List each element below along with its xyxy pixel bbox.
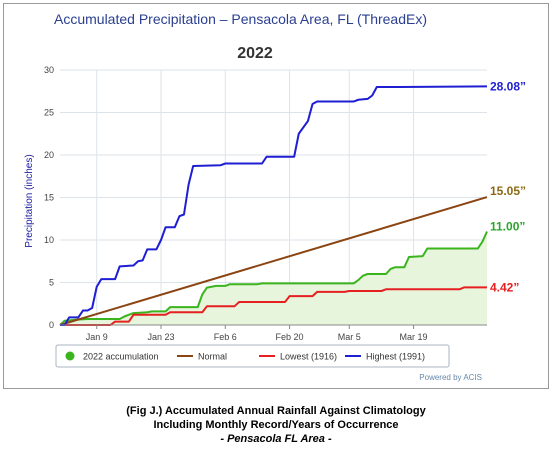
y-axis-label: Precipitation (inches) bbox=[24, 154, 35, 247]
legend: 2022 accumulation Normal Lowest (1916) High… bbox=[55, 344, 450, 368]
end-label-layer: 11.00” 15.05” 4.42” 28.08” bbox=[490, 79, 526, 294]
y-tick-label: 5 bbox=[49, 278, 54, 288]
x-tick-label: Mar 19 bbox=[400, 332, 428, 342]
caption-line-1: (Fig J.) Accumulated Annual Rainfall Aga… bbox=[126, 405, 426, 417]
legend-marker-dot bbox=[65, 351, 75, 361]
series-layer bbox=[59, 85, 488, 326]
x-tick-label: Mar 5 bbox=[338, 332, 361, 342]
powered-by-label: Powered by ACIS bbox=[419, 373, 482, 382]
figure-caption: (Fig J.) Accumulated Annual Rainfall Aga… bbox=[0, 404, 552, 446]
y-tick-label: 10 bbox=[44, 235, 54, 245]
legend-item-2022: 2022 accumulation bbox=[83, 352, 159, 362]
chart-canvas: Accumulated Precipitation – Pensacola Ar… bbox=[24, 11, 526, 382]
x-tick-label: Jan 9 bbox=[86, 332, 108, 342]
caption-line-2: Including Monthly Record/Years of Occurr… bbox=[153, 419, 399, 431]
end-label-2022: 11.00” bbox=[490, 220, 525, 234]
axis-layer: 0 5 10 15 20 25 30 Jan 9 Jan 23 Feb 6 Feb 20 Mar 5 M… bbox=[44, 65, 487, 342]
x-tick-label: Jan 23 bbox=[147, 332, 174, 342]
series-line-lowest bbox=[60, 286, 487, 326]
legend-item-highest: Highest (1991) bbox=[366, 352, 425, 362]
end-label-highest: 28.08” bbox=[490, 79, 526, 93]
series-line-2022 bbox=[59, 231, 488, 326]
y-tick-label: 30 bbox=[44, 65, 54, 75]
y-tick-label: 15 bbox=[44, 193, 54, 203]
chart-title: Accumulated Precipitation – Pensacola Ar… bbox=[54, 11, 427, 27]
series-line-normal bbox=[59, 196, 488, 326]
y-tick-label: 0 bbox=[49, 320, 54, 330]
legend-item-normal: Normal bbox=[198, 352, 227, 362]
x-tick-label: Feb 6 bbox=[214, 332, 237, 342]
legend-item-lowest: Lowest (1916) bbox=[280, 352, 337, 362]
y-tick-label: 25 bbox=[44, 108, 54, 118]
y-tick-label: 20 bbox=[44, 150, 54, 160]
legend-box bbox=[55, 344, 450, 368]
x-tick-label: Feb 20 bbox=[276, 332, 304, 342]
chart-subtitle: 2022 bbox=[237, 45, 273, 62]
caption-line-3: - Pensacola FL Area - bbox=[220, 433, 332, 445]
series-area-2022 bbox=[60, 231, 487, 325]
end-label-lowest: 4.42” bbox=[490, 280, 519, 294]
chart-frame: Accumulated Precipitation – Pensacola Ar… bbox=[3, 3, 549, 389]
series-line-highest bbox=[60, 85, 488, 326]
end-label-normal: 15.05” bbox=[490, 184, 526, 198]
